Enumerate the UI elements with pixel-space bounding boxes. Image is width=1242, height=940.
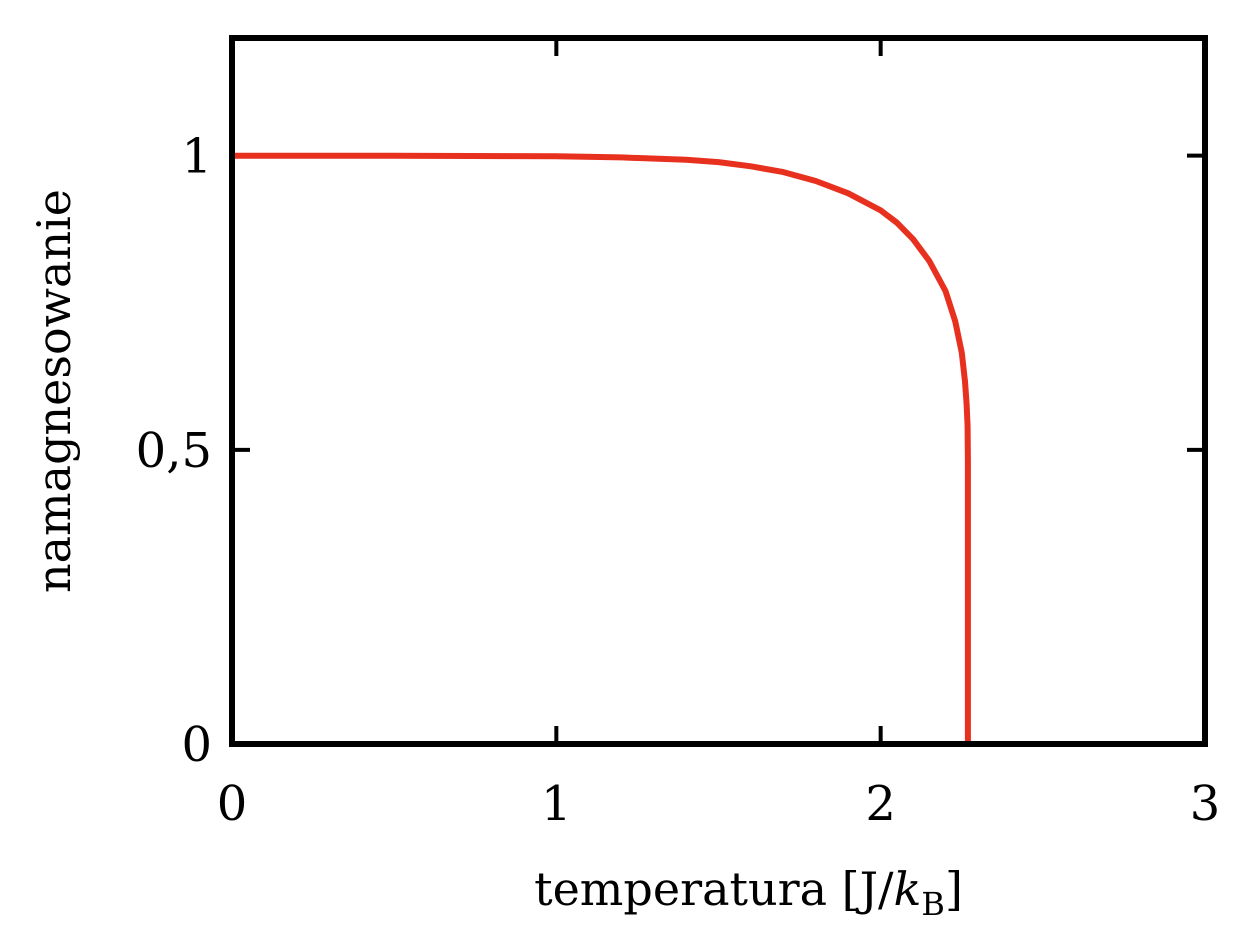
series-line — [232, 152, 971, 744]
x-tick-label: 0 — [217, 776, 248, 832]
x-axis-label-sub: B — [921, 885, 945, 923]
plot-frame — [229, 35, 1208, 747]
x-axis-label-main: temperatura [J/ — [534, 862, 894, 916]
x-axis-label-tail: ] — [945, 862, 963, 916]
x-tick-label: 1 — [541, 776, 572, 832]
y-tick-label: 0,5 — [136, 423, 212, 479]
x-tick-label: 3 — [1190, 776, 1221, 832]
x-tick-label: 2 — [865, 776, 896, 832]
y-axis-label: namagnesowanie — [27, 189, 81, 593]
x-axis-label: temperatura [J/kB] — [534, 862, 963, 923]
axis-ticks — [232, 38, 1205, 744]
y-tick-label: 1 — [181, 129, 212, 185]
x-axis-label-italic: k — [894, 862, 922, 916]
y-tick-label: 0 — [181, 717, 212, 773]
tick-labels: 0 1 2 3 0 0,5 1 — [136, 129, 1221, 832]
